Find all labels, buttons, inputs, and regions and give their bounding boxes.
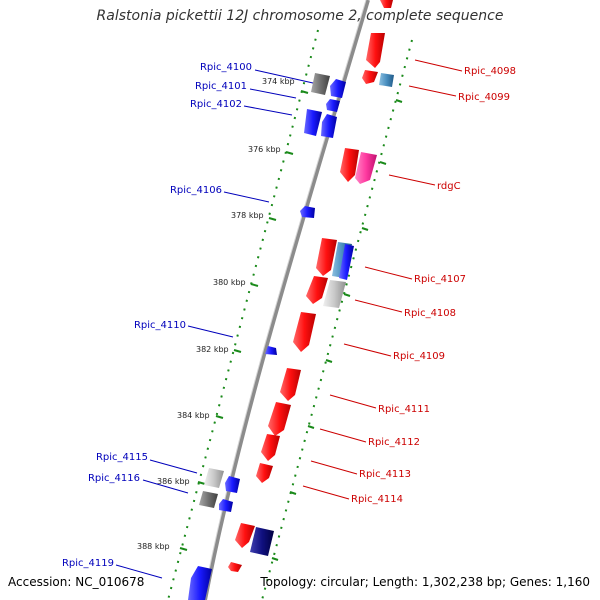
gene-feature[interactable] [250, 527, 274, 556]
gene-feature[interactable] [188, 566, 212, 600]
major-tick [271, 557, 279, 561]
gene-feature[interactable] [316, 238, 337, 276]
gene-label[interactable]: Rpic_4111 [378, 404, 430, 415]
major-tick [289, 491, 297, 495]
gene-feature[interactable] [199, 491, 218, 508]
gene-feature[interactable] [355, 152, 377, 184]
gene-feature[interactable] [311, 73, 330, 95]
gene-label[interactable]: Rpic_4109 [393, 351, 445, 362]
major-tick [285, 151, 294, 155]
major-tick [395, 99, 403, 103]
outer-dotted-track-right [261, 39, 413, 600]
topology-text: Topology: circular; Length: 1,302,238 bp… [260, 575, 590, 589]
gene-label[interactable]: Rpic_4114 [351, 494, 403, 505]
gene-feature[interactable] [219, 499, 233, 512]
gene-label[interactable]: Rpic_4098 [464, 66, 516, 77]
gene-feature[interactable] [306, 276, 328, 304]
gene-feature[interactable] [265, 346, 277, 355]
right-leaders [302, 59, 463, 500]
kbp-label: 380 kbp [213, 278, 246, 287]
gene-feature[interactable] [321, 114, 337, 138]
major-tick [379, 161, 387, 165]
left-leaders [115, 69, 314, 579]
kbp-label: 374 kbp [262, 77, 295, 86]
gene-feature[interactable] [340, 148, 359, 182]
kbp-label: 376 kbp [248, 145, 281, 154]
major-tick [215, 415, 224, 419]
major-tick [179, 547, 188, 551]
accession-text: Accession: NC_010678 [8, 575, 145, 589]
gene-feature[interactable] [362, 70, 378, 84]
gene-feature[interactable] [261, 434, 280, 461]
gene-label[interactable]: Rpic_4106 [170, 185, 222, 196]
outer-dotted-track-left [167, 29, 319, 600]
major-tick [307, 425, 315, 429]
gene-label[interactable]: Rpic_4101 [195, 81, 247, 92]
major-tick [325, 359, 333, 363]
gene-label[interactable]: rdgC [437, 181, 461, 192]
kbp-label: 388 kbp [137, 542, 170, 551]
map-title: Ralstonia pickettii 12J chromosome 2, co… [96, 8, 504, 24]
gene-feature[interactable] [379, 73, 394, 87]
gene-feature[interactable] [326, 99, 340, 112]
gene-feature[interactable] [204, 468, 224, 488]
gene-label[interactable]: Rpic_4115 [96, 452, 148, 463]
gene-label[interactable]: Rpic_4100 [200, 62, 252, 73]
gene-label[interactable]: Rpic_4110 [134, 320, 186, 331]
major-tick [250, 283, 259, 287]
gene-label[interactable]: Rpic_4112 [368, 437, 420, 448]
gene-feature[interactable] [366, 33, 385, 68]
gene-feature[interactable] [339, 244, 354, 280]
gene-feature[interactable] [300, 206, 315, 218]
gene-label[interactable]: Rpic_4119 [62, 558, 114, 569]
gene-feature[interactable] [228, 562, 242, 572]
gene-feature[interactable] [256, 463, 273, 483]
kbp-label: 378 kbp [231, 211, 264, 220]
major-tick [197, 481, 206, 485]
gene-label[interactable]: Rpic_4116 [88, 473, 140, 484]
gene-feature[interactable] [225, 476, 240, 493]
gene-feature[interactable] [235, 523, 255, 548]
gene-feature[interactable] [268, 402, 291, 436]
kbp-label: 384 kbp [177, 411, 210, 420]
kbp-label: 382 kbp [196, 345, 229, 354]
kbp-label: 386 kbp [157, 477, 190, 486]
gene-feature[interactable] [293, 312, 316, 352]
gene-feature[interactable] [330, 79, 346, 98]
gene-feature[interactable] [304, 109, 322, 136]
gene-label[interactable]: Rpic_4108 [404, 308, 456, 319]
gene-label[interactable]: Rpic_4102 [190, 99, 242, 110]
gene-feature[interactable] [280, 368, 301, 401]
major-tick [300, 90, 309, 94]
major-tick [233, 349, 242, 353]
gene-feature[interactable] [380, 0, 393, 8]
gene-label[interactable]: Rpic_4113 [359, 469, 411, 480]
major-tick [268, 217, 277, 221]
gene-label[interactable]: Rpic_4107 [414, 274, 466, 285]
major-tick [361, 227, 369, 231]
gene-label[interactable]: Rpic_4099 [458, 92, 510, 103]
major-tick [343, 293, 351, 297]
gene-feature[interactable] [323, 280, 346, 308]
